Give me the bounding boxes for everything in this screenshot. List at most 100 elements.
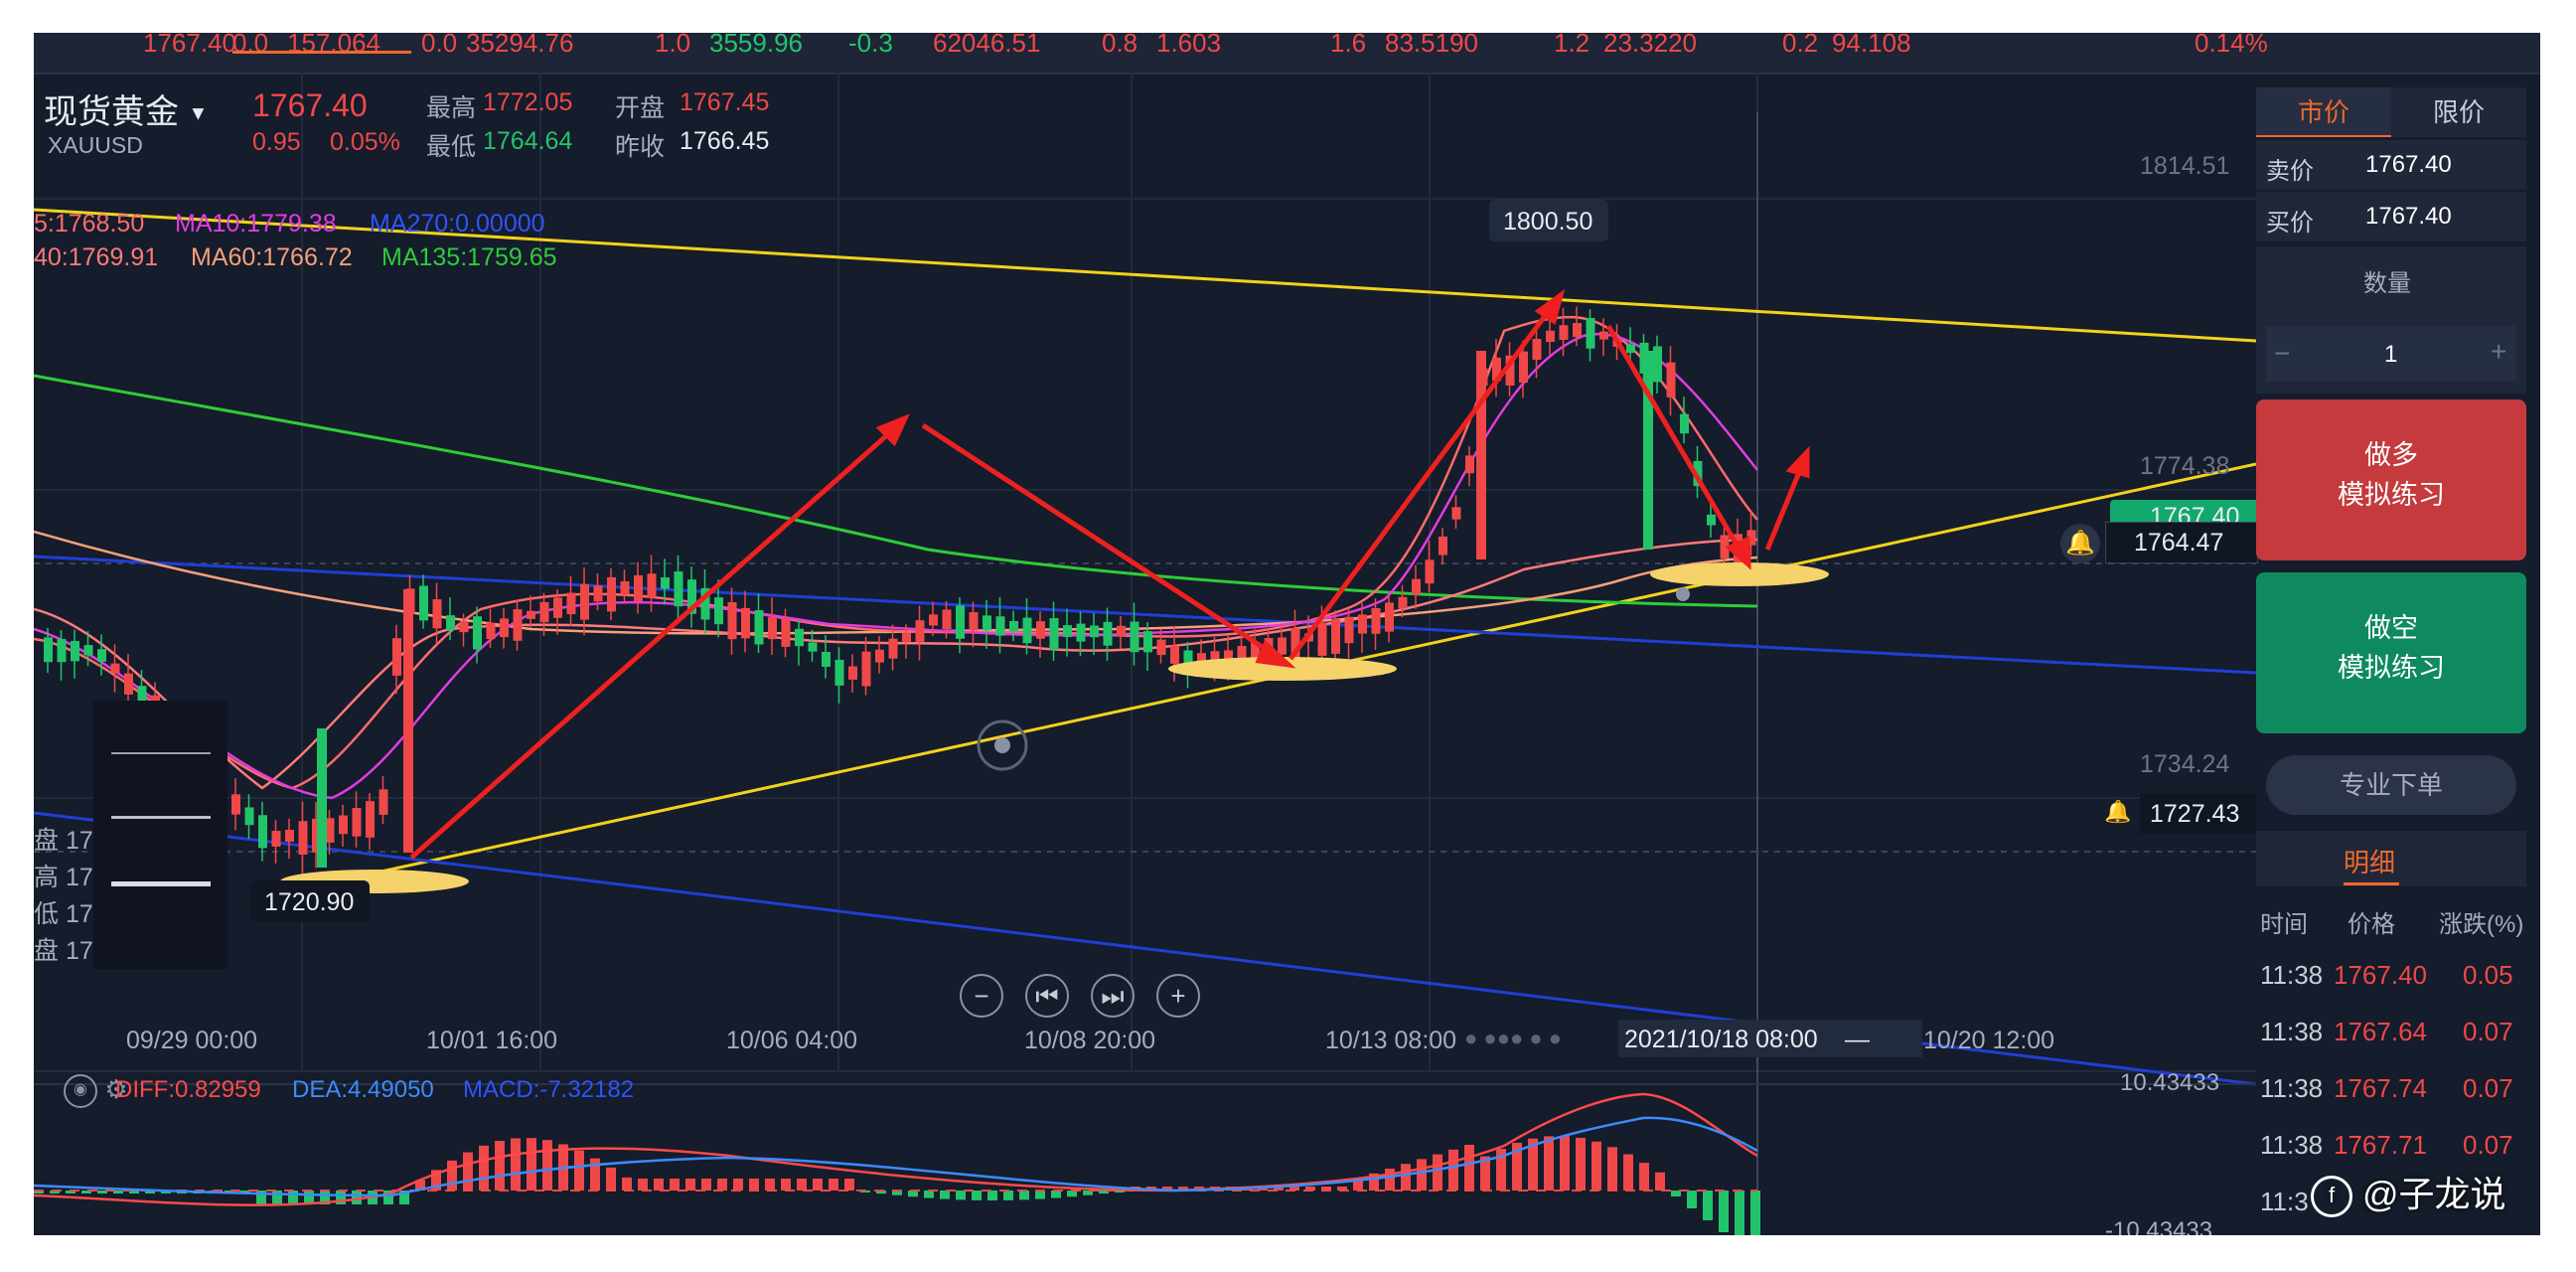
alert-bell-icon[interactable]: 🔔 bbox=[2060, 524, 2100, 563]
col-change: 涨跌(%) bbox=[2439, 911, 2524, 938]
macd-bar bbox=[1448, 1149, 1458, 1191]
ticker-value[interactable]: 83.5190 bbox=[1385, 33, 1478, 53]
ticker-value[interactable]: 1.0 bbox=[655, 33, 691, 53]
alert-price-tag[interactable]: 1764.47 bbox=[2105, 522, 2258, 563]
eye-icon[interactable]: ◉ bbox=[64, 1074, 97, 1108]
ticker-value[interactable]: 94.108 bbox=[1832, 33, 1911, 53]
candle-group bbox=[44, 306, 1756, 874]
candlestick-chart[interactable] bbox=[34, 73, 2256, 1235]
candle-body bbox=[1076, 623, 1086, 642]
candle-body bbox=[1746, 530, 1756, 546]
x-axis-label: 10/13 08:00 bbox=[1325, 1027, 1457, 1054]
ticker-value[interactable]: 23.3220 bbox=[1603, 33, 1697, 53]
macd-bar bbox=[1178, 1187, 1188, 1191]
candle-body bbox=[71, 640, 79, 662]
macd-histogram bbox=[34, 1136, 1760, 1235]
candle-body bbox=[419, 585, 428, 621]
candle-body bbox=[1117, 625, 1126, 637]
macd-bar bbox=[844, 1179, 854, 1191]
macd-axis-bottom: -10.43433 bbox=[2105, 1217, 2213, 1235]
ticker-value[interactable]: 1.6 bbox=[1330, 33, 1367, 53]
instrument-name-text: 现货黄金 bbox=[44, 93, 179, 131]
candle-body bbox=[727, 601, 737, 640]
zoom-in-button[interactable]: + bbox=[1156, 974, 1200, 1018]
zoom-out-button[interactable]: − bbox=[960, 974, 1003, 1018]
line-style-medium[interactable] bbox=[111, 816, 211, 819]
macd-bar bbox=[733, 1179, 743, 1191]
buy-label: 买价 bbox=[2266, 210, 2314, 237]
ticker-value[interactable]: 0.2 bbox=[1782, 33, 1819, 53]
dropdown-caret-icon[interactable]: ▼ bbox=[188, 102, 209, 125]
instrument-name[interactable]: 现货黄金 ▼ bbox=[44, 84, 208, 133]
candle-body bbox=[714, 597, 723, 625]
recent-highlight bbox=[1650, 562, 1829, 586]
candle-body bbox=[446, 615, 455, 631]
ticker-value[interactable]: 62046.51 bbox=[933, 33, 1041, 53]
tab-market-underline bbox=[2256, 135, 2391, 137]
ticker-value[interactable]: 1767.40 bbox=[143, 33, 236, 53]
candle-body bbox=[339, 815, 348, 835]
long-button[interactable]: 做多 模拟练习 bbox=[2256, 399, 2526, 560]
macd-bar bbox=[320, 1191, 330, 1204]
quantity-input[interactable]: 1 bbox=[2384, 341, 2398, 368]
ticker-value[interactable]: 0.0 bbox=[421, 33, 458, 53]
resistance-line bbox=[34, 208, 2256, 343]
ma270-legend: MA270:0.00000 bbox=[370, 210, 545, 238]
short-button[interactable]: 做空 模拟练习 bbox=[2256, 572, 2526, 733]
candle-body bbox=[392, 638, 401, 676]
candle-body bbox=[1666, 362, 1676, 398]
candle-body bbox=[1532, 339, 1542, 360]
low-value: 1764.64 bbox=[483, 127, 573, 155]
macd-bar bbox=[1083, 1191, 1093, 1195]
row-price: 1767.64 bbox=[2334, 1017, 2427, 1046]
candle-body bbox=[44, 637, 53, 663]
crosshair-time-dash: — bbox=[1845, 1026, 1870, 1053]
candle-body bbox=[607, 576, 616, 612]
row-change: 0.05 bbox=[2463, 960, 2513, 990]
tab-limit[interactable]: 限价 bbox=[2432, 97, 2485, 127]
alert-price-text: 1764.47 bbox=[2134, 529, 2224, 556]
tab-market[interactable]: 市价 bbox=[2256, 87, 2391, 137]
candle-body bbox=[1398, 596, 1408, 609]
macd-bar bbox=[1560, 1136, 1570, 1191]
ticker-value[interactable]: 1.603 bbox=[1156, 33, 1222, 53]
ticker-value[interactable]: 157.064 bbox=[287, 33, 380, 53]
ticker-value[interactable]: 0.0 bbox=[232, 33, 269, 53]
analysis-arrows bbox=[409, 288, 1810, 860]
candle-body bbox=[432, 599, 442, 629]
macd-bar bbox=[1607, 1147, 1617, 1191]
quantity-minus-button[interactable]: − bbox=[2274, 338, 2291, 369]
x-axis-label: 10/01 16:00 bbox=[426, 1027, 558, 1054]
pro-order-button[interactable]: 专业下单 bbox=[2266, 755, 2516, 815]
sell-label: 卖价 bbox=[2266, 158, 2314, 185]
ticker-value[interactable]: 0.8 bbox=[1102, 33, 1138, 53]
ticker-value[interactable]: 1.2 bbox=[1554, 33, 1591, 53]
alert-price-tag[interactable]: 1727.43 bbox=[2140, 794, 2256, 834]
macd-bar bbox=[161, 1191, 171, 1193]
candle-body bbox=[875, 649, 884, 663]
candle-body bbox=[634, 574, 643, 601]
candle-body bbox=[754, 610, 764, 645]
ticker-value[interactable]: 0.14% bbox=[2195, 33, 2268, 53]
row-change: 0.07 bbox=[2463, 1017, 2513, 1046]
settings-gear-icon[interactable]: ⚙ bbox=[104, 1074, 128, 1104]
line-style-thin[interactable] bbox=[111, 752, 211, 754]
drawing-toolbar[interactable] bbox=[93, 701, 227, 969]
ticker-value[interactable]: 35294.76 bbox=[466, 33, 574, 53]
candle-body bbox=[1358, 614, 1367, 634]
candle-body bbox=[969, 612, 979, 631]
alert-bell-icon[interactable]: 🔔 bbox=[2104, 799, 2132, 824]
line-style-thick[interactable] bbox=[111, 881, 211, 886]
ticker-value[interactable]: 3559.96 bbox=[709, 33, 803, 53]
candle-body bbox=[1546, 330, 1555, 343]
candle-body bbox=[110, 663, 120, 674]
tab-detail[interactable]: 明细 bbox=[2344, 848, 2396, 877]
skip-back-button[interactable]: ⏮ bbox=[1025, 974, 1069, 1018]
ticker-value[interactable]: -0.3 bbox=[848, 33, 893, 53]
open-value: 1767.45 bbox=[680, 88, 770, 116]
macd-bar bbox=[924, 1191, 934, 1198]
quantity-plus-button[interactable]: + bbox=[2491, 336, 2507, 367]
skip-forward-button[interactable]: ⏭ bbox=[1091, 974, 1135, 1018]
channel-upper-line bbox=[34, 555, 2256, 675]
macd-bar bbox=[940, 1191, 950, 1199]
